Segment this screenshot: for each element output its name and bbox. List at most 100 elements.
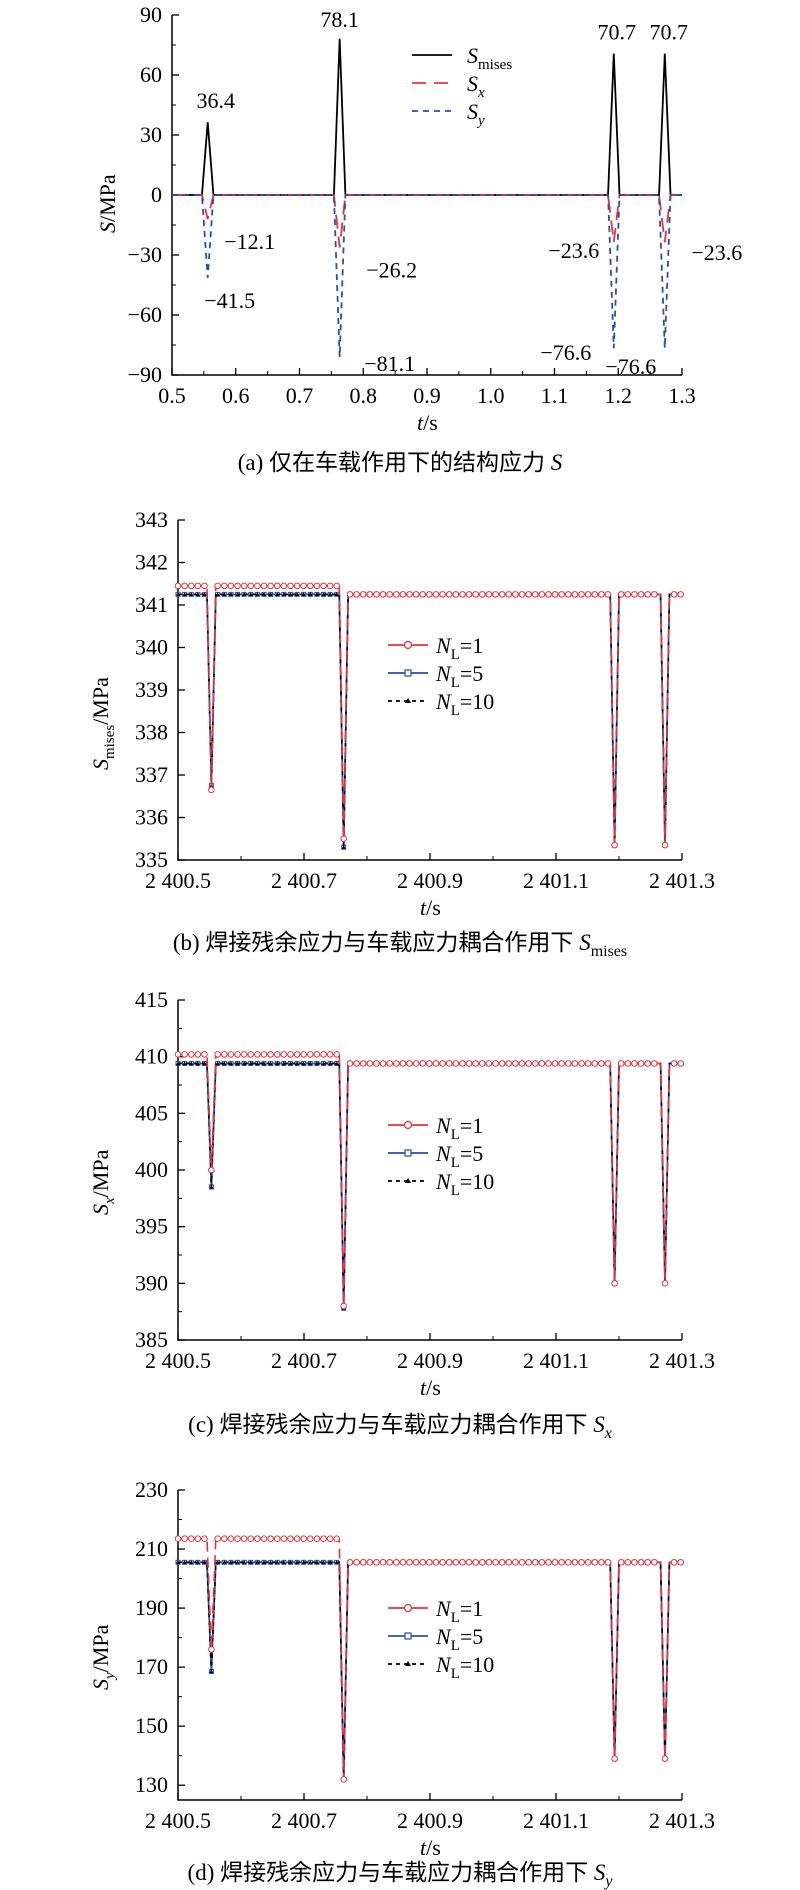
data-point	[202, 1061, 207, 1066]
data-point	[386, 591, 393, 598]
data-point	[366, 1559, 374, 1566]
data-point	[419, 1060, 427, 1067]
data-point	[644, 1559, 651, 1566]
data-point	[281, 1061, 286, 1066]
data-point	[208, 1646, 215, 1653]
x-tick-label: 2 401.3	[649, 868, 715, 893]
y-tick-label: 385	[135, 1327, 168, 1352]
data-point	[221, 1535, 228, 1543]
data-point	[406, 591, 413, 598]
data-point	[187, 582, 195, 590]
data-point	[353, 591, 360, 598]
data-point	[392, 1559, 400, 1566]
data-point	[189, 592, 194, 596]
data-point	[578, 1060, 585, 1067]
data-point	[518, 1559, 526, 1566]
data-point	[571, 591, 579, 598]
data-point	[531, 1060, 539, 1067]
y-tick-label: 400	[135, 1157, 168, 1182]
data-point	[604, 1060, 612, 1067]
data-point	[525, 1559, 532, 1566]
data-point	[195, 592, 200, 596]
data-point	[459, 1060, 466, 1067]
data-point	[334, 1560, 339, 1564]
data-label: −76.6	[605, 354, 656, 379]
data-point	[373, 591, 380, 598]
data-point	[187, 1051, 195, 1058]
legend-marker	[404, 1149, 412, 1157]
data-point	[538, 1060, 546, 1067]
data-point	[268, 1560, 273, 1564]
data-point	[300, 1051, 307, 1058]
series-line-1	[172, 38, 682, 196]
data-point	[275, 1560, 280, 1564]
x-tick-label: 2 400.5	[145, 1808, 211, 1833]
data-point	[228, 1560, 233, 1564]
caption: (c) 焊接残余应力与车载应力耦合作用下 Sx	[188, 1412, 612, 1442]
data-point	[333, 1051, 341, 1058]
data-point	[564, 1060, 572, 1067]
data-point	[326, 582, 334, 590]
data-label: −41.5	[204, 288, 255, 313]
data-point	[571, 1559, 579, 1566]
y-tick-label: 190	[135, 1595, 168, 1620]
legend: NL=1NL=5NL=10	[388, 1113, 494, 1199]
data-point	[287, 582, 294, 590]
y-tick-label: −30	[128, 242, 162, 267]
data-point	[650, 1559, 658, 1566]
data-point	[267, 1051, 274, 1058]
data-point	[677, 591, 685, 598]
data-point	[314, 1061, 319, 1066]
data-point	[301, 1061, 306, 1066]
data-point	[314, 1560, 319, 1564]
y-tick-label: 340	[135, 635, 168, 660]
y-tick-label: 390	[135, 1270, 168, 1295]
data-point	[182, 1560, 187, 1564]
y-tick-label: 336	[135, 805, 168, 830]
data-point	[301, 592, 306, 596]
x-tick-label: 1.2	[605, 383, 633, 408]
data-point	[445, 1060, 453, 1067]
data-point	[313, 1051, 321, 1058]
data-point	[321, 592, 326, 596]
x-tick-label: 2 401.1	[523, 1808, 589, 1833]
data-point	[353, 1559, 360, 1566]
data-point	[254, 1535, 261, 1543]
data-point	[551, 591, 559, 598]
y-tick-label: 410	[135, 1044, 168, 1069]
data-point	[432, 1559, 440, 1566]
data-point	[445, 591, 453, 598]
data-point	[234, 582, 241, 590]
data-point	[261, 1061, 266, 1066]
data-point	[459, 1559, 466, 1566]
data-point	[182, 1061, 187, 1066]
data-point	[584, 1559, 592, 1566]
data-point	[472, 591, 479, 598]
legend-marker	[405, 698, 411, 703]
data-point	[498, 591, 506, 598]
data-point	[295, 592, 300, 596]
data-point	[174, 1051, 182, 1058]
data-point	[201, 1051, 208, 1058]
data-point	[334, 592, 339, 596]
data-point	[321, 1061, 326, 1066]
data-point	[307, 1535, 314, 1543]
data-point	[174, 1535, 182, 1543]
data-point	[275, 592, 280, 596]
data-point	[512, 1559, 519, 1566]
data-point	[248, 592, 253, 596]
data-point	[624, 1060, 632, 1067]
data-point	[234, 1535, 241, 1543]
y-axis-label: Sy/MPa	[88, 1624, 118, 1690]
data-point	[247, 1535, 255, 1543]
x-axis-label: t/s	[420, 1375, 441, 1400]
data-label: 36.4	[196, 88, 235, 113]
data-point	[571, 1060, 579, 1067]
y-axis-label: Sx/MPa	[88, 1149, 118, 1215]
data-point	[181, 582, 188, 590]
data-point	[459, 591, 466, 598]
x-tick-label: 0.5	[158, 383, 186, 408]
data-point	[386, 1060, 393, 1067]
data-point	[465, 1060, 473, 1067]
data-point	[624, 591, 632, 598]
